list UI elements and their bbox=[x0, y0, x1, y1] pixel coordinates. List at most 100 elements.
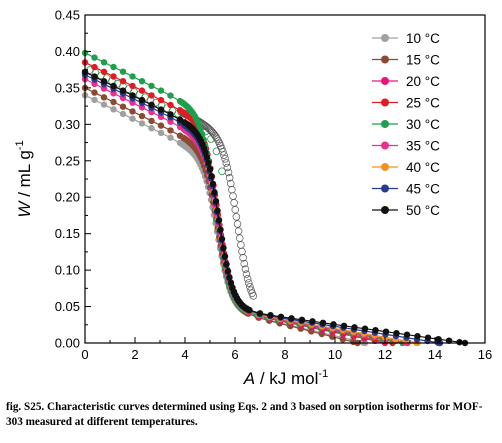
x-tick-label: 10 bbox=[328, 347, 342, 362]
legend-item: 25 °C bbox=[372, 96, 440, 111]
legend-marker bbox=[381, 77, 389, 85]
data-point bbox=[119, 94, 127, 102]
data-point bbox=[110, 90, 117, 97]
data-point bbox=[351, 324, 358, 331]
data-point bbox=[110, 82, 117, 90]
legend-label: 40 °C bbox=[406, 160, 440, 175]
legend-label: 35 °C bbox=[406, 139, 440, 154]
data-point bbox=[277, 313, 285, 320]
data-point bbox=[227, 279, 235, 286]
data-point bbox=[91, 80, 98, 88]
data-point bbox=[100, 59, 108, 66]
open-marker bbox=[223, 163, 232, 172]
data-point bbox=[119, 78, 127, 85]
legend-item: 15 °C bbox=[372, 53, 440, 68]
y-axis-title: W / mL g-1 bbox=[14, 140, 34, 217]
data-point bbox=[220, 244, 227, 252]
open-marker bbox=[236, 234, 244, 242]
data-point bbox=[209, 180, 217, 188]
legend-marker bbox=[381, 206, 389, 214]
x-axis-title: A / kJ mol-1 bbox=[243, 368, 328, 388]
data-point bbox=[148, 101, 155, 109]
open-marker bbox=[218, 144, 226, 153]
legend-item: 30 °C bbox=[372, 117, 440, 132]
legend-marker bbox=[381, 120, 389, 128]
open-marker bbox=[227, 179, 235, 188]
data-point bbox=[217, 226, 224, 233]
legend-item: 50 °C bbox=[372, 203, 440, 218]
data-point bbox=[330, 321, 337, 328]
legend: 10 °C 15 °C 20 °C 25 °C 30 °C 35 °C 40 °C 45 °C… bbox=[372, 31, 440, 218]
data-point bbox=[212, 198, 220, 205]
data-point bbox=[119, 103, 127, 110]
series bbox=[81, 84, 361, 347]
data-point bbox=[435, 336, 442, 343]
data-point bbox=[91, 96, 98, 104]
data-point bbox=[148, 117, 155, 125]
data-point bbox=[214, 207, 221, 214]
data-point bbox=[138, 112, 146, 120]
x-tick-label: 12 bbox=[378, 347, 392, 362]
data-point bbox=[211, 189, 218, 196]
data-point bbox=[288, 315, 295, 322]
y-tick-label: 0.40 bbox=[55, 44, 80, 59]
legend-item: 40 °C bbox=[372, 160, 440, 175]
open-marker bbox=[221, 155, 229, 163]
data-point bbox=[361, 325, 369, 332]
series-line bbox=[84, 94, 366, 344]
legend-item: 35 °C bbox=[372, 139, 440, 154]
data-point bbox=[393, 330, 400, 337]
open-marker bbox=[245, 279, 253, 287]
data-point bbox=[246, 306, 253, 314]
open-marker bbox=[234, 227, 243, 235]
legend-item: 20 °C bbox=[372, 74, 440, 89]
legend-label: 25 °C bbox=[406, 96, 440, 111]
series bbox=[81, 68, 469, 347]
open-marker bbox=[219, 147, 227, 156]
open-marker bbox=[232, 213, 241, 221]
open-marker bbox=[249, 292, 258, 300]
open-marker bbox=[213, 135, 222, 143]
data-point bbox=[339, 336, 346, 343]
x-tick-label: 0 bbox=[81, 347, 88, 362]
data-point bbox=[226, 274, 233, 281]
data-point bbox=[224, 267, 232, 275]
data-point bbox=[110, 63, 117, 71]
open-marker bbox=[233, 220, 242, 228]
open-marker bbox=[212, 133, 220, 141]
legend-label: 15 °C bbox=[406, 53, 440, 68]
data-point bbox=[424, 334, 432, 341]
data-point bbox=[148, 82, 155, 90]
data-point bbox=[110, 98, 117, 106]
open-marker bbox=[241, 265, 250, 273]
data-point bbox=[100, 68, 108, 76]
data-point bbox=[267, 312, 274, 319]
data-point bbox=[91, 89, 98, 96]
y-tick-label: 0.05 bbox=[55, 299, 80, 314]
data-point bbox=[445, 337, 453, 344]
data-point bbox=[215, 216, 223, 224]
data-point bbox=[167, 92, 174, 99]
x-tick-label: 14 bbox=[428, 347, 442, 362]
y-tick-label: 0.10 bbox=[55, 263, 80, 278]
data-point bbox=[414, 333, 421, 340]
series-layer bbox=[81, 49, 469, 347]
data-point bbox=[148, 125, 155, 132]
data-point bbox=[256, 310, 264, 317]
data-point bbox=[167, 118, 174, 125]
x-tick-label: 6 bbox=[231, 347, 238, 362]
legend-label: 50 °C bbox=[406, 203, 440, 218]
data-point bbox=[157, 106, 165, 113]
legend-marker bbox=[381, 55, 389, 64]
open-marker bbox=[214, 137, 223, 145]
x-tick-label: 4 bbox=[181, 347, 188, 362]
open-marker bbox=[238, 247, 246, 256]
data-point bbox=[372, 327, 379, 334]
data-point bbox=[138, 96, 146, 104]
data-point bbox=[403, 331, 411, 338]
legend-item: 45 °C bbox=[372, 182, 440, 197]
open-marker bbox=[228, 185, 236, 194]
data-point bbox=[205, 159, 212, 167]
y-axis-unit-exponent: -1 bbox=[14, 140, 26, 150]
data-point bbox=[329, 333, 336, 340]
